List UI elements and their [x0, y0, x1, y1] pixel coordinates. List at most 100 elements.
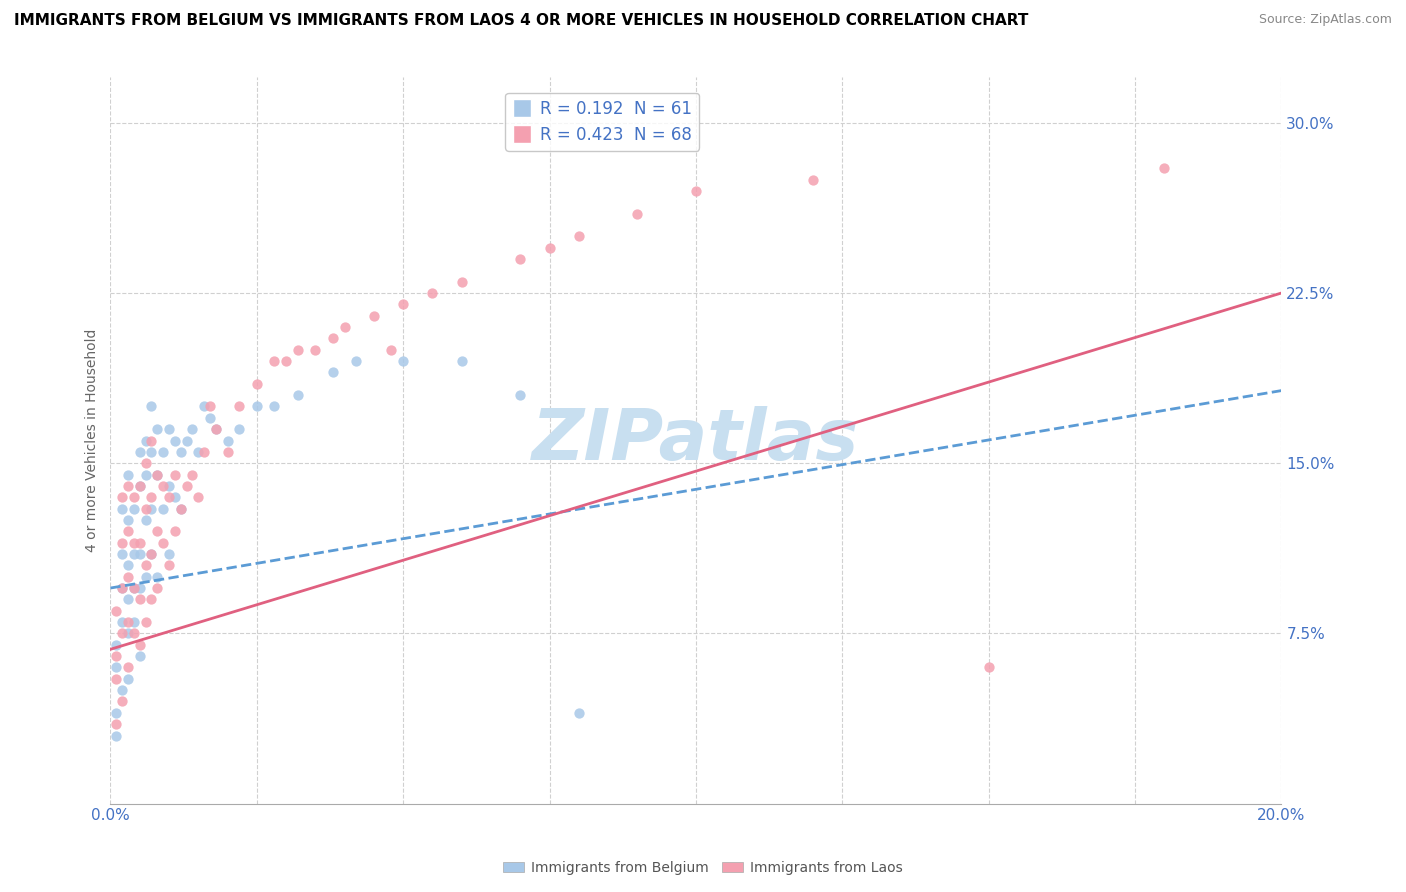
- Point: [198, 400, 221, 414]
- Point: [141, 547, 163, 561]
- Point: [163, 434, 186, 448]
- Point: [193, 445, 215, 459]
- Point: [128, 581, 150, 595]
- Point: [146, 467, 169, 482]
- Point: [193, 400, 215, 414]
- Point: [117, 592, 139, 607]
- Point: [380, 343, 402, 357]
- Point: [157, 479, 180, 493]
- Point: [450, 354, 472, 368]
- Legend: R = 0.192  N = 61, R = 0.423  N = 68: R = 0.192 N = 61, R = 0.423 N = 68: [505, 93, 699, 151]
- Point: [111, 615, 134, 629]
- Legend: Immigrants from Belgium, Immigrants from Laos: Immigrants from Belgium, Immigrants from…: [498, 855, 908, 880]
- Point: [135, 615, 157, 629]
- Point: [157, 547, 180, 561]
- Point: [204, 422, 226, 436]
- Point: [187, 490, 209, 504]
- Point: [111, 490, 134, 504]
- Point: [111, 626, 134, 640]
- Point: [228, 400, 250, 414]
- Point: [169, 445, 191, 459]
- Point: [263, 400, 285, 414]
- Point: [128, 649, 150, 664]
- Point: [128, 638, 150, 652]
- Point: [363, 309, 385, 323]
- Point: [117, 467, 139, 482]
- Point: [111, 694, 134, 708]
- Point: [181, 422, 204, 436]
- Point: [111, 501, 134, 516]
- Point: [228, 422, 250, 436]
- Point: [152, 535, 174, 549]
- Point: [128, 479, 150, 493]
- Point: [146, 422, 169, 436]
- Point: [263, 354, 285, 368]
- Point: [157, 490, 180, 504]
- Point: [977, 660, 1000, 674]
- Point: [117, 660, 139, 674]
- Point: [122, 626, 145, 640]
- Point: [152, 501, 174, 516]
- Point: [128, 547, 150, 561]
- Point: [287, 343, 309, 357]
- Point: [117, 615, 139, 629]
- Point: [117, 558, 139, 573]
- Point: [344, 354, 367, 368]
- Point: [111, 581, 134, 595]
- Point: [122, 581, 145, 595]
- Point: [392, 297, 415, 311]
- Point: [685, 184, 707, 198]
- Point: [122, 490, 145, 504]
- Point: [146, 467, 169, 482]
- Point: [509, 388, 531, 402]
- Point: [105, 717, 128, 731]
- Point: [128, 535, 150, 549]
- Point: [105, 706, 128, 720]
- Point: [111, 683, 134, 698]
- Point: [141, 434, 163, 448]
- Y-axis label: 4 or more Vehicles in Household: 4 or more Vehicles in Household: [86, 329, 100, 552]
- Point: [141, 501, 163, 516]
- Point: [146, 524, 169, 539]
- Point: [111, 547, 134, 561]
- Point: [176, 434, 198, 448]
- Point: [169, 501, 191, 516]
- Point: [246, 376, 269, 391]
- Point: [105, 729, 128, 743]
- Point: [135, 513, 157, 527]
- Point: [392, 354, 415, 368]
- Point: [111, 581, 134, 595]
- Point: [146, 570, 169, 584]
- Point: [135, 570, 157, 584]
- Point: [246, 400, 269, 414]
- Point: [187, 445, 209, 459]
- Point: [135, 434, 157, 448]
- Point: [128, 445, 150, 459]
- Point: [1153, 161, 1175, 176]
- Point: [152, 445, 174, 459]
- Point: [801, 172, 824, 186]
- Point: [111, 535, 134, 549]
- Point: [274, 354, 297, 368]
- Point: [122, 581, 145, 595]
- Point: [626, 206, 648, 220]
- Point: [450, 275, 472, 289]
- Point: [141, 400, 163, 414]
- Point: [181, 467, 204, 482]
- Point: [538, 241, 561, 255]
- Point: [135, 558, 157, 573]
- Point: [105, 649, 128, 664]
- Point: [217, 434, 239, 448]
- Point: [117, 672, 139, 686]
- Point: [198, 410, 221, 425]
- Point: [304, 343, 326, 357]
- Point: [117, 626, 139, 640]
- Point: [105, 638, 128, 652]
- Point: [217, 445, 239, 459]
- Point: [169, 501, 191, 516]
- Point: [157, 558, 180, 573]
- Point: [117, 513, 139, 527]
- Point: [128, 592, 150, 607]
- Point: [141, 445, 163, 459]
- Point: [287, 388, 309, 402]
